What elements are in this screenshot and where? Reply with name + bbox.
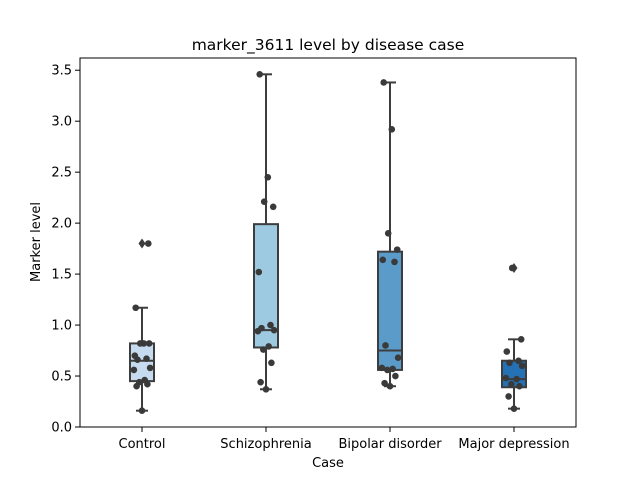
y-tick-label: 0.0 — [51, 421, 72, 436]
data-point — [380, 79, 388, 86]
data-point — [388, 126, 396, 133]
data-point — [516, 382, 523, 390]
data-point — [505, 393, 512, 400]
data-point — [264, 173, 272, 181]
data-point — [258, 324, 265, 332]
outlier-marker — [138, 238, 146, 249]
box-group — [253, 73, 279, 391]
data-point — [145, 240, 152, 247]
data-point — [146, 364, 154, 372]
box-iqr — [129, 342, 155, 383]
y-tick-label: 1.5 — [51, 268, 72, 283]
data-point — [384, 230, 392, 237]
data-point — [270, 326, 278, 334]
data-point — [256, 71, 264, 78]
data-point — [384, 366, 391, 374]
chart-title: marker_3611 level by disease case — [192, 36, 465, 55]
data-point — [515, 357, 522, 365]
data-point — [393, 246, 401, 253]
data-point — [502, 374, 510, 382]
data-point — [255, 268, 263, 276]
data-point — [382, 342, 389, 349]
data-point — [518, 362, 526, 370]
data-point — [143, 355, 150, 363]
data-point — [262, 385, 270, 393]
data-point — [379, 256, 387, 264]
data-point — [508, 380, 515, 388]
data-point — [260, 346, 267, 353]
y-axis-title: Marker level — [29, 202, 44, 282]
data-point — [132, 304, 139, 312]
data-point — [265, 343, 273, 350]
data-point — [145, 340, 153, 347]
data-point — [131, 352, 139, 359]
data-point — [268, 359, 275, 367]
x-tick-label: Major depression — [458, 437, 569, 452]
data-point — [503, 348, 511, 355]
x-axis-title: Case — [312, 456, 344, 471]
data-point — [508, 264, 516, 272]
data-point — [260, 198, 268, 206]
data-point — [517, 336, 525, 343]
data-point — [506, 359, 513, 367]
data-point — [381, 379, 388, 387]
y-tick-label: 0.5 — [51, 370, 72, 385]
data-point — [136, 378, 143, 386]
x-tick-label: Bipolar disorder — [338, 437, 442, 452]
y-tick-label: 1.0 — [51, 319, 72, 334]
data-point — [389, 365, 397, 373]
box-iqr — [377, 250, 403, 371]
data-point — [257, 378, 264, 386]
data-point — [392, 372, 399, 380]
y-tick-label: 2.5 — [51, 166, 72, 181]
y-tick-label: 3.0 — [51, 115, 72, 130]
plot-frame — [79, 57, 577, 428]
data-point — [378, 364, 386, 372]
plot-area — [80, 58, 576, 427]
data-point — [510, 405, 518, 412]
box-group — [377, 81, 403, 388]
data-point — [140, 340, 148, 347]
data-point — [394, 354, 402, 361]
x-tick-label: Control — [119, 437, 166, 452]
x-tick-label: Schizophrenia — [220, 437, 311, 452]
y-tick-label: 3.5 — [51, 64, 72, 79]
data-point — [267, 321, 274, 329]
data-point — [391, 258, 398, 266]
data-point — [269, 203, 277, 211]
data-point — [386, 382, 394, 390]
data-point — [513, 375, 520, 383]
data-point — [141, 376, 148, 384]
data-point — [138, 407, 146, 414]
data-point — [130, 366, 138, 374]
y-tick-label: 2.0 — [51, 217, 72, 232]
